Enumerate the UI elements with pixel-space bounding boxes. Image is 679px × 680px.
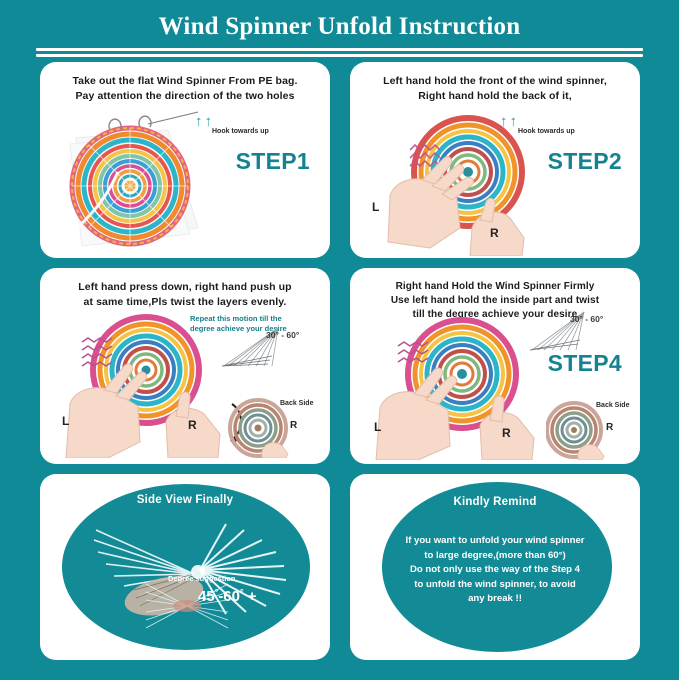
step4-left-hand-label: L bbox=[374, 420, 382, 434]
panel-kindly-remind: Kindly Remind If you want to unfold your… bbox=[350, 474, 640, 660]
step1-hook-note: Hook towards up bbox=[212, 128, 269, 135]
kindly-remind-body: If you want to unfold your wind spinner … bbox=[350, 534, 640, 607]
step3-backside-inset-illustration bbox=[228, 398, 289, 458]
page-title: Wind Spinner Unfold Instruction bbox=[158, 13, 521, 40]
step3-sub-note: Repeat this motion till the degree achie… bbox=[190, 314, 287, 334]
step2-instruction-line-2: Right hand hold the back of it, bbox=[418, 90, 572, 102]
degree-plus-suffix: + bbox=[243, 588, 257, 605]
step4-instruction-line-2: Use left hand hold the inside part and t… bbox=[390, 295, 600, 306]
step4-label: STEP4 bbox=[547, 350, 622, 376]
step2-label: STEP2 bbox=[547, 148, 622, 174]
remind-line-1: If you want to unfold your wind spinner bbox=[405, 535, 585, 546]
degree-value-low: 45 bbox=[198, 588, 215, 605]
step2-left-hand-label: L bbox=[372, 200, 380, 214]
step4-instructions: Right hand Hold the Wind Spinner Firmly … bbox=[350, 280, 640, 322]
remind-line-3: Do not only use the way of the Step 4 bbox=[409, 564, 581, 575]
kindly-remind-ellipse bbox=[382, 482, 612, 652]
degree-suggestion-value: 45°-60° + bbox=[198, 587, 257, 605]
step1-instructions: Take out the flat Wind Spinner From PE b… bbox=[40, 74, 330, 104]
step2-instruction-line-1: Left hand hold the front of the wind spi… bbox=[383, 75, 607, 87]
steps-grid: Take out the flat Wind Spinner From PE b… bbox=[40, 62, 640, 660]
step4-backside-inset-illustration bbox=[546, 401, 605, 460]
step4-hands-spinner-illustration bbox=[375, 317, 535, 460]
step2-hook-note: Hook towards up bbox=[518, 128, 575, 135]
degree-symbol-low: ° bbox=[214, 587, 219, 597]
step3-backside-label: Back Side bbox=[280, 400, 314, 407]
step4-angle-fan-icon bbox=[529, 311, 585, 351]
step3-angle-fan-icon bbox=[221, 327, 279, 367]
step4-backside-label: Back Side bbox=[596, 402, 630, 409]
panel-step2: Left hand hold the front of the wind spi… bbox=[350, 62, 640, 258]
panel-step4: Right hand Hold the Wind Spinner Firmly … bbox=[350, 268, 640, 464]
step1-instruction-line-2: Pay attention the direction of the two h… bbox=[75, 90, 295, 102]
title-divider bbox=[36, 48, 643, 57]
step2-hands-spinner-illustration bbox=[387, 115, 525, 256]
divider-line-bottom bbox=[36, 54, 643, 57]
step1-spinner-illustration bbox=[67, 111, 199, 247]
side-view-title: Side View Finally bbox=[136, 494, 234, 506]
step3-instruction-line-1: Left hand press down, right hand push up bbox=[78, 281, 292, 293]
degree-suggestion-label: Degree suggestion bbox=[168, 574, 236, 583]
degree-symbol-high: ° bbox=[239, 587, 244, 597]
step2-up-arrows: ↑↑ bbox=[500, 113, 519, 130]
panel-step1: Take out the flat Wind Spinner From PE b… bbox=[40, 62, 330, 258]
panel-step3: Left hand press down, right hand push up… bbox=[40, 268, 330, 464]
step3-degree-note: 30° - 60° bbox=[266, 330, 300, 340]
kindly-remind-title: Kindly Remind bbox=[453, 496, 537, 508]
remind-line-4: to unfold the wind spinner, to avoid bbox=[414, 578, 576, 590]
step3-left-hand-label: L bbox=[62, 414, 70, 428]
step2-instructions: Left hand hold the front of the wind spi… bbox=[350, 74, 640, 104]
divider-line-top bbox=[36, 48, 643, 51]
step3-sub-note-line-2: degree achieve your desire bbox=[190, 324, 287, 333]
remind-line-5: any break !! bbox=[468, 593, 522, 604]
step1-label: STEP1 bbox=[235, 148, 310, 174]
step2-right-hand-label: R bbox=[490, 226, 499, 240]
step3-instructions: Left hand press down, right hand push up… bbox=[40, 280, 330, 310]
panel-side-view: Side View Finally Degree suggestion 45°-… bbox=[40, 474, 330, 660]
step3-sub-note-line-1: Repeat this motion till the bbox=[190, 314, 282, 323]
step3-inset-right-label: R bbox=[290, 420, 298, 431]
step3-right-hand-label: R bbox=[188, 418, 197, 432]
side-view-degree-fan-icon bbox=[145, 583, 229, 629]
step4-right-hand-label: R bbox=[502, 426, 511, 440]
step4-instruction-line-1: Right hand Hold the Wind Spinner Firmly bbox=[395, 281, 595, 292]
step3-hands-spinner-illustration bbox=[65, 314, 242, 458]
step4-inset-right-label: R bbox=[606, 422, 614, 433]
remind-line-2: to large degree,(more than 60°) bbox=[424, 549, 566, 561]
step1-up-arrows: ↑↑ bbox=[195, 113, 214, 130]
poster-header: Wind Spinner Unfold Instruction bbox=[0, 0, 679, 57]
step1-instruction-line-1: Take out the flat Wind Spinner From PE b… bbox=[72, 75, 298, 87]
step4-instruction-line-3: till the degree achieve your desire bbox=[412, 309, 578, 320]
step3-instruction-line-2: at same time,Pls twist the layers evenly… bbox=[83, 296, 287, 308]
step4-degree-note: 30° - 60° bbox=[570, 314, 604, 324]
degree-value-high: -60 bbox=[218, 588, 240, 605]
